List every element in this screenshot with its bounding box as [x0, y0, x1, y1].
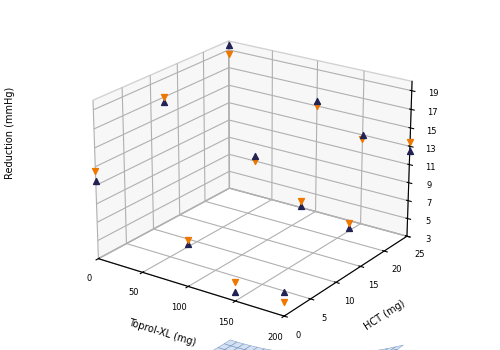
X-axis label: Toprol-XL (mg): Toprol-XL (mg): [127, 317, 197, 348]
Y-axis label: HCT (mg): HCT (mg): [362, 298, 407, 332]
Text: Reduction (mmHg): Reduction (mmHg): [5, 87, 15, 179]
